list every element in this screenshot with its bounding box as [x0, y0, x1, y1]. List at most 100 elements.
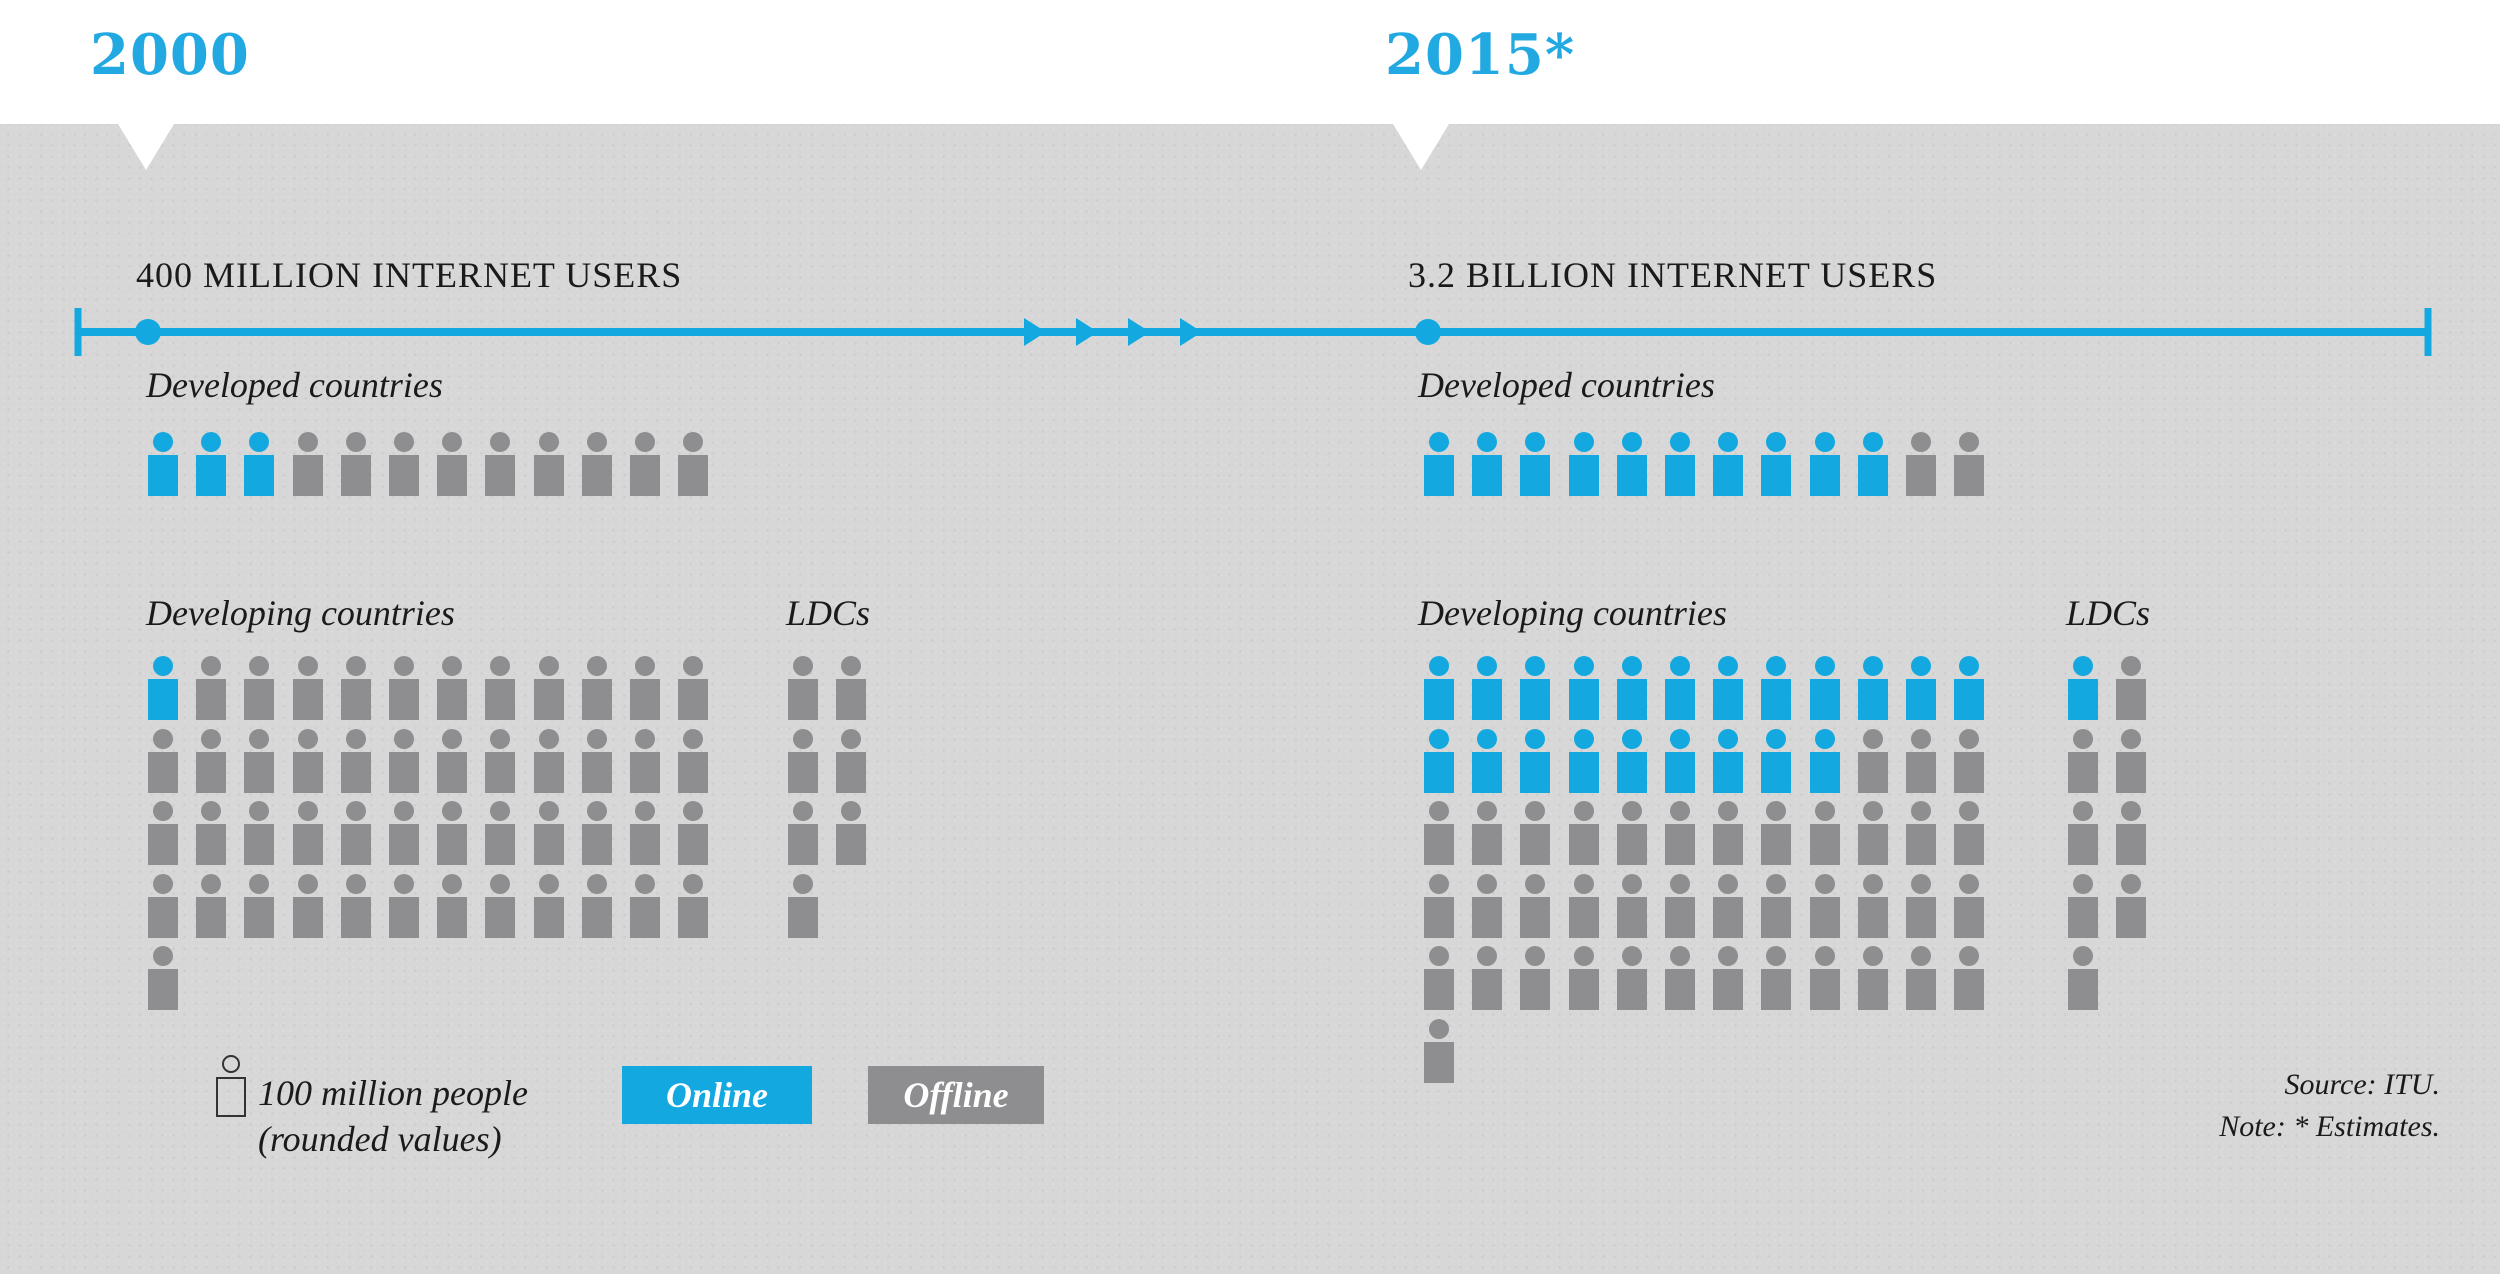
- person-icon-offline-developing-countries-2015: [1761, 873, 1792, 938]
- source-line: Source: ITU.: [2284, 1068, 2440, 1101]
- year-pointer-2015: [1393, 124, 1449, 170]
- person-icon-offline-developing-countries-2000: [533, 656, 564, 720]
- person-icon-offline-developing-countries-2015: [1809, 801, 1840, 865]
- person-icon-offline-developing-countries-2000: [148, 946, 178, 1010]
- person-icon-offline-developing-countries-2015: [1472, 873, 1503, 938]
- person-icon-offline-developed-countries-2000: [581, 432, 612, 496]
- person-icon-offline-developing-countries-2015: [1713, 801, 1744, 865]
- person-icon-online-developing-countries-2015: [1809, 728, 1840, 793]
- person-icon-offline-developing-countries-2000: [581, 656, 612, 720]
- person-icon-offline-developed-countries-2000: [389, 432, 419, 496]
- person-icon-online-developing-countries-2015: [1616, 656, 1647, 720]
- person-icon-offline-developed-countries-2000: [340, 432, 371, 496]
- person-icon-offline-developing-countries-2000: [340, 801, 371, 865]
- person-icon-online-developed-countries-2015: [1424, 432, 1454, 496]
- heading-2015-users: 3.2 BILLION INTERNET USERS: [1408, 255, 1938, 295]
- person-icon-offline-developing-countries-2015: [1857, 873, 1888, 938]
- person-icon-offline-developing-countries-2000: [292, 801, 323, 865]
- person-icon-online-developed-countries-2015: [1520, 432, 1551, 496]
- person-icon-offline-developing-countries-2000: [437, 801, 468, 865]
- person-icon-offline-ldcs-2000: [788, 656, 818, 720]
- person-icon-offline-ldcs-2015: [2116, 728, 2147, 793]
- person-icon-online-developed-countries-2015: [1761, 432, 1792, 496]
- person-icon-online-developing-countries-2015: [1665, 728, 1695, 793]
- person-icon-offline-developed-countries-2000: [533, 432, 564, 496]
- person-icon-offline-developing-countries-2015: [1857, 946, 1888, 1010]
- person-icon-offline-developing-countries-2000: [196, 873, 227, 938]
- person-icon-offline-ldcs-2015: [2116, 873, 2147, 938]
- person-icon-offline-developing-countries-2000: [148, 728, 178, 793]
- person-icon-offline-developing-countries-2000: [581, 801, 612, 865]
- person-icon-offline-developing-countries-2000: [437, 873, 468, 938]
- person-icon-offline-developing-countries-2000: [437, 728, 468, 793]
- person-icon-offline-developing-countries-2015: [1906, 801, 1936, 865]
- person-icon-offline-developing-countries-2015: [1424, 801, 1454, 865]
- person-icon-offline-developing-countries-2000: [292, 656, 323, 720]
- person-icon-offline-developed-countries-2000: [292, 432, 323, 496]
- person-icon-offline-developing-countries-2015: [1761, 801, 1792, 865]
- person-icon-offline-ldcs-2000: [788, 873, 818, 938]
- source-note: Source: ITU. Note: * Estimates.: [2219, 1064, 2440, 1148]
- person-icon-offline-developing-countries-2000: [485, 656, 516, 720]
- person-icon-offline-developing-countries-2000: [292, 873, 323, 938]
- timeline-arrow-1: [1024, 318, 1046, 346]
- person-icon-offline-developing-countries-2000: [196, 801, 227, 865]
- heading-2000-users: 400 MILLION INTERNET USERS: [136, 255, 683, 295]
- person-icon-offline-ldcs-2000: [836, 728, 867, 793]
- person-icon-offline-developing-countries-2000: [630, 873, 660, 938]
- person-icon-online-developing-countries-2015: [1520, 656, 1551, 720]
- legend-offline: Offline: [868, 1066, 1044, 1124]
- person-icon-offline-developing-countries-2015: [1857, 728, 1888, 793]
- person-icon-online-developed-countries-2015: [1472, 432, 1503, 496]
- person-icon-offline-developing-countries-2000: [148, 873, 178, 938]
- person-icon-offline-developing-countries-2015: [1472, 801, 1503, 865]
- timeline-arrow-2: [1076, 318, 1098, 346]
- person-icon-online-developing-countries-2015: [1568, 656, 1599, 720]
- person-icon-offline-ldcs-2015: [2068, 946, 2098, 1010]
- person-icon-online-developing-countries-2015: [1520, 728, 1551, 793]
- person-icon-offline-developed-countries-2000: [485, 432, 516, 496]
- person-icon-online-developing-countries-2015: [1665, 656, 1695, 720]
- label-ldcs-2015: LDCs: [2066, 593, 2151, 633]
- person-icon-offline-developing-countries-2000: [292, 728, 323, 793]
- person-icon-offline-developing-countries-2000: [630, 656, 660, 720]
- person-icon-offline-developing-countries-2000: [678, 728, 709, 793]
- person-icon-offline-ldcs-2015: [2116, 656, 2147, 720]
- person-icon-online-developed-countries-2000: [148, 432, 178, 496]
- person-icon-offline-developing-countries-2000: [678, 656, 709, 720]
- label-ldcs-2000: LDCs: [786, 593, 871, 633]
- legend-unit-line1: 100 million people: [258, 1073, 528, 1113]
- person-icon-offline-ldcs-2000: [788, 801, 818, 865]
- person-icon-offline-developing-countries-2015: [1954, 873, 1985, 938]
- person-icon-offline-developing-countries-2000: [389, 728, 419, 793]
- person-icon-offline-developing-countries-2000: [389, 656, 419, 720]
- timeline-arrow-4: [1180, 318, 1202, 346]
- person-icon-offline-ldcs-2000: [836, 656, 867, 720]
- person-icon-offline-developing-countries-2000: [678, 801, 709, 865]
- person-icon-offline-developing-countries-2015: [1568, 946, 1599, 1010]
- person-icon-online-developed-countries-2015: [1809, 432, 1840, 496]
- person-icon-online-developing-countries-2015: [1906, 656, 1936, 720]
- person-icon-offline-developing-countries-2000: [389, 801, 419, 865]
- person-icon-offline-developing-countries-2015: [1906, 873, 1936, 938]
- person-icon-offline-developing-countries-2015: [1954, 946, 1985, 1010]
- person-icon-online-developing-countries-2015: [1954, 656, 1985, 720]
- person-icon-offline-developing-countries-2000: [533, 801, 564, 865]
- person-icon-offline-developing-countries-2000: [196, 728, 227, 793]
- person-icon-online-ldcs-2015: [2068, 656, 2098, 720]
- person-icon-online-developing-countries-2015: [1761, 728, 1792, 793]
- person-icon-offline-developing-countries-2000: [340, 873, 371, 938]
- person-icon-offline-developing-countries-2015: [1906, 728, 1936, 793]
- person-icon-online-developed-countries-2015: [1616, 432, 1647, 496]
- person-icon-online-developing-countries-2015: [1424, 728, 1454, 793]
- person-icon-online-developed-countries-2015: [1713, 432, 1744, 496]
- person-icon-online-developed-countries-2015: [1857, 432, 1888, 496]
- legend-unit-line2: (rounded values): [258, 1119, 502, 1159]
- legend-unit: 100 million people (rounded values): [258, 1070, 528, 1162]
- person-icon-offline-developing-countries-2015: [1424, 873, 1454, 938]
- person-icon-offline-developing-countries-2015: [1568, 873, 1599, 938]
- person-icon-offline-developed-countries-2000: [630, 432, 660, 496]
- timeline-dot-2000: [135, 319, 161, 345]
- person-icon-online-developing-countries-2015: [1424, 656, 1454, 720]
- person-icon-online-developing-countries-2015: [1472, 656, 1503, 720]
